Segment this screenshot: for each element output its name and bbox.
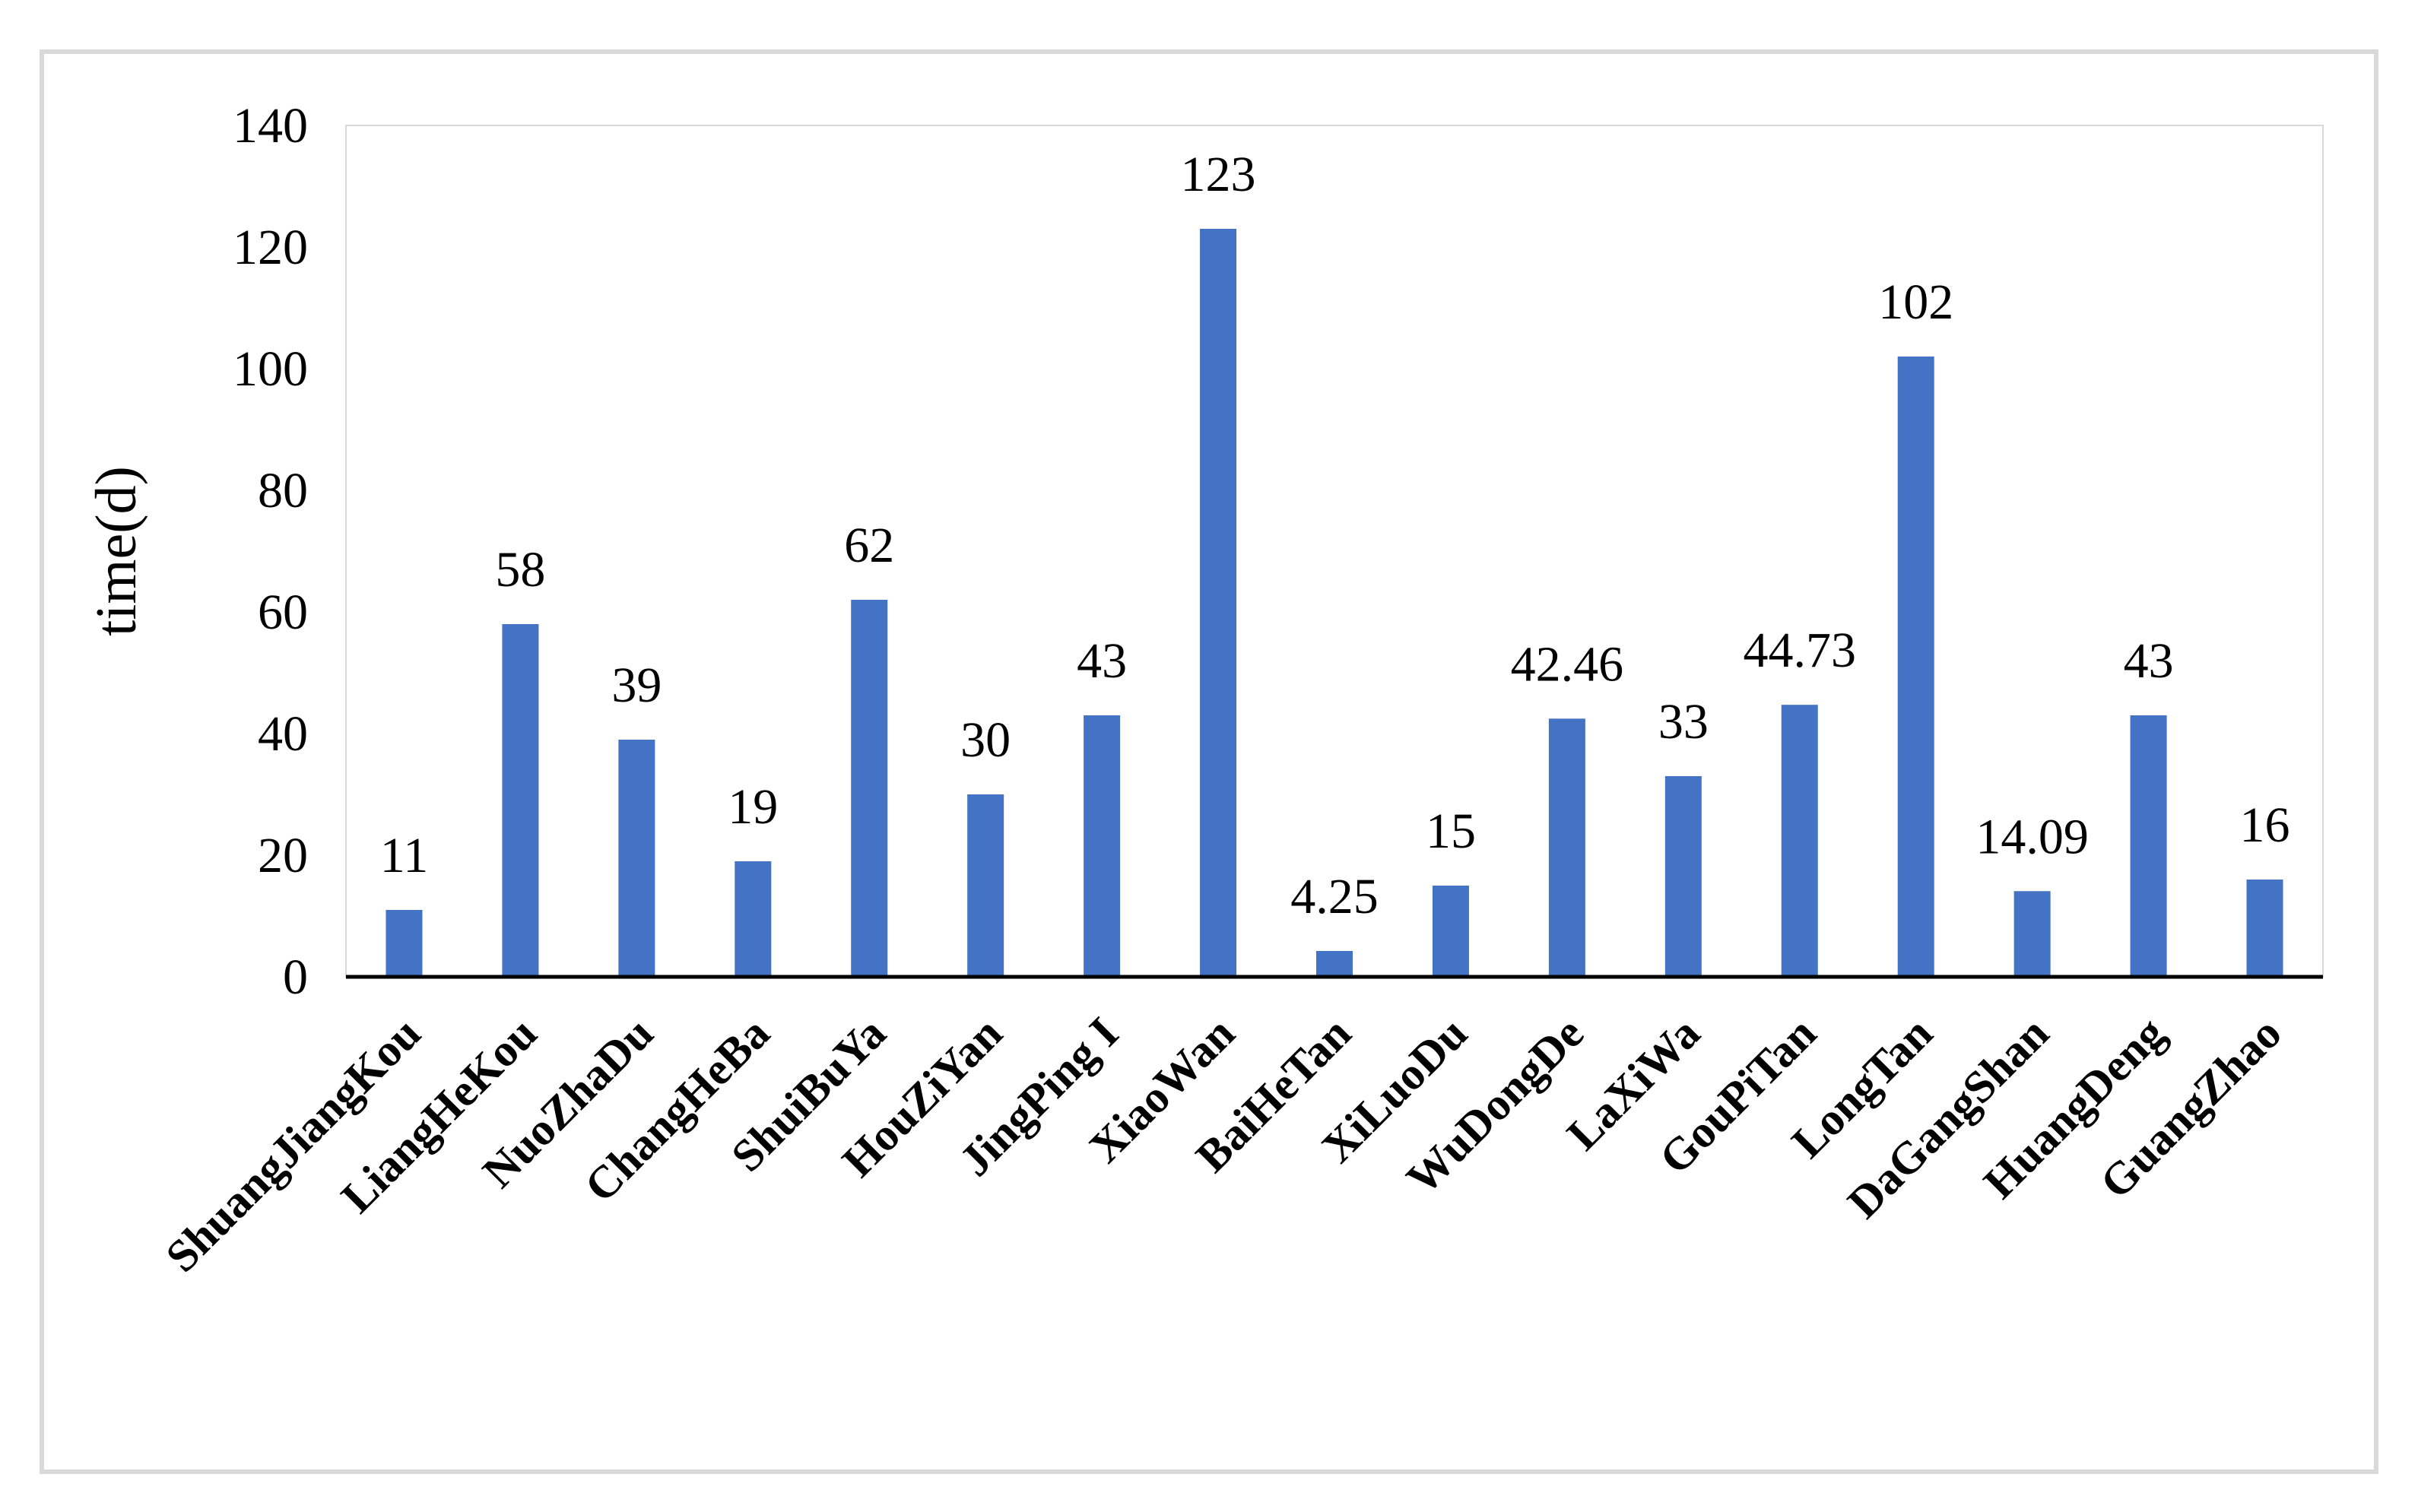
data-labels: 11 58 39 19 62 30 43 123 4.25 15 42.46 33 44.73 102 14… — [380, 147, 2290, 924]
data-label: 102 — [1878, 274, 1953, 330]
data-label: 4.25 — [1290, 869, 1379, 924]
data-label: 43 — [1077, 633, 1127, 689]
y-tick-label: 80 — [258, 463, 308, 518]
y-axis-ticks: 0 20 40 60 80 100 120 140 — [233, 98, 308, 1005]
bar-lianghekou — [502, 624, 539, 977]
y-tick-label: 0 — [283, 949, 308, 1005]
bar-goupitan — [1781, 705, 1818, 977]
data-label: 11 — [380, 828, 429, 883]
data-label: 123 — [1181, 147, 1256, 202]
bar-changheba — [735, 861, 772, 977]
bar-shuibuya — [851, 600, 888, 977]
bar-jingping-i — [1084, 715, 1121, 977]
data-label: 58 — [495, 542, 545, 598]
y-tick-label: 60 — [258, 585, 308, 640]
data-label: 16 — [2240, 797, 2290, 853]
data-label: 14.09 — [1975, 809, 2089, 864]
bar-baihetan — [1316, 951, 1353, 977]
bar-longtan — [1897, 357, 1934, 977]
data-label: 42.46 — [1511, 636, 1624, 692]
y-tick-label: 140 — [233, 98, 308, 154]
bar-dagangshan — [2013, 891, 2051, 977]
bar-houziyan — [967, 794, 1004, 977]
bar-huangdeng — [2130, 715, 2167, 977]
y-axis-label: time(d) — [84, 466, 148, 636]
data-label: 62 — [844, 518, 894, 573]
y-tick-label: 100 — [233, 341, 308, 397]
data-label: 43 — [2124, 633, 2174, 689]
bar-wudongde — [1548, 718, 1585, 977]
bar-xiaowan — [1200, 229, 1237, 977]
bar-shuangjiangkou — [386, 910, 423, 977]
bars — [386, 229, 2283, 977]
bar-guangzhao — [2246, 880, 2283, 977]
bar-laxiwa — [1664, 776, 1702, 977]
data-label: 15 — [1426, 804, 1476, 859]
data-label: 44.73 — [1744, 623, 1857, 678]
y-tick-label: 40 — [258, 706, 308, 762]
data-label: 39 — [611, 658, 662, 713]
data-label: 19 — [728, 779, 778, 835]
data-label: 30 — [960, 712, 1011, 768]
bar-nuozhadu — [618, 740, 655, 977]
data-label: 33 — [1658, 694, 1709, 750]
bar-xiluodu — [1432, 886, 1469, 977]
y-tick-label: 20 — [258, 828, 308, 883]
y-tick-label: 120 — [233, 220, 308, 275]
